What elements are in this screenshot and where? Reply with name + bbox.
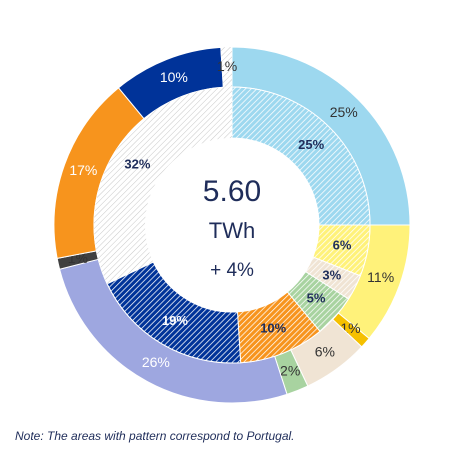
data-label: 17%: [69, 162, 97, 178]
data-label: 6%: [333, 237, 352, 252]
center-unit: TWh: [209, 218, 255, 243]
data-label: 25%: [330, 104, 358, 120]
data-label: 10%: [160, 69, 188, 85]
data-label: 5%: [307, 291, 326, 306]
data-label: 6%: [315, 344, 335, 360]
data-label: 3%: [322, 267, 341, 282]
data-label: 25%: [298, 137, 324, 152]
data-label: 26%: [142, 354, 170, 370]
note: Note: The areas with pattern correspond …: [15, 429, 295, 443]
data-label: 10%: [260, 321, 286, 336]
center-value: 5.60: [203, 175, 261, 208]
data-label: 32%: [124, 156, 150, 171]
data-label: 1%: [217, 58, 237, 74]
center-change: + 4%: [210, 260, 254, 281]
data-label: 11%: [367, 269, 394, 285]
data-label: 19%: [162, 313, 188, 328]
data-label: 2%: [280, 363, 300, 379]
